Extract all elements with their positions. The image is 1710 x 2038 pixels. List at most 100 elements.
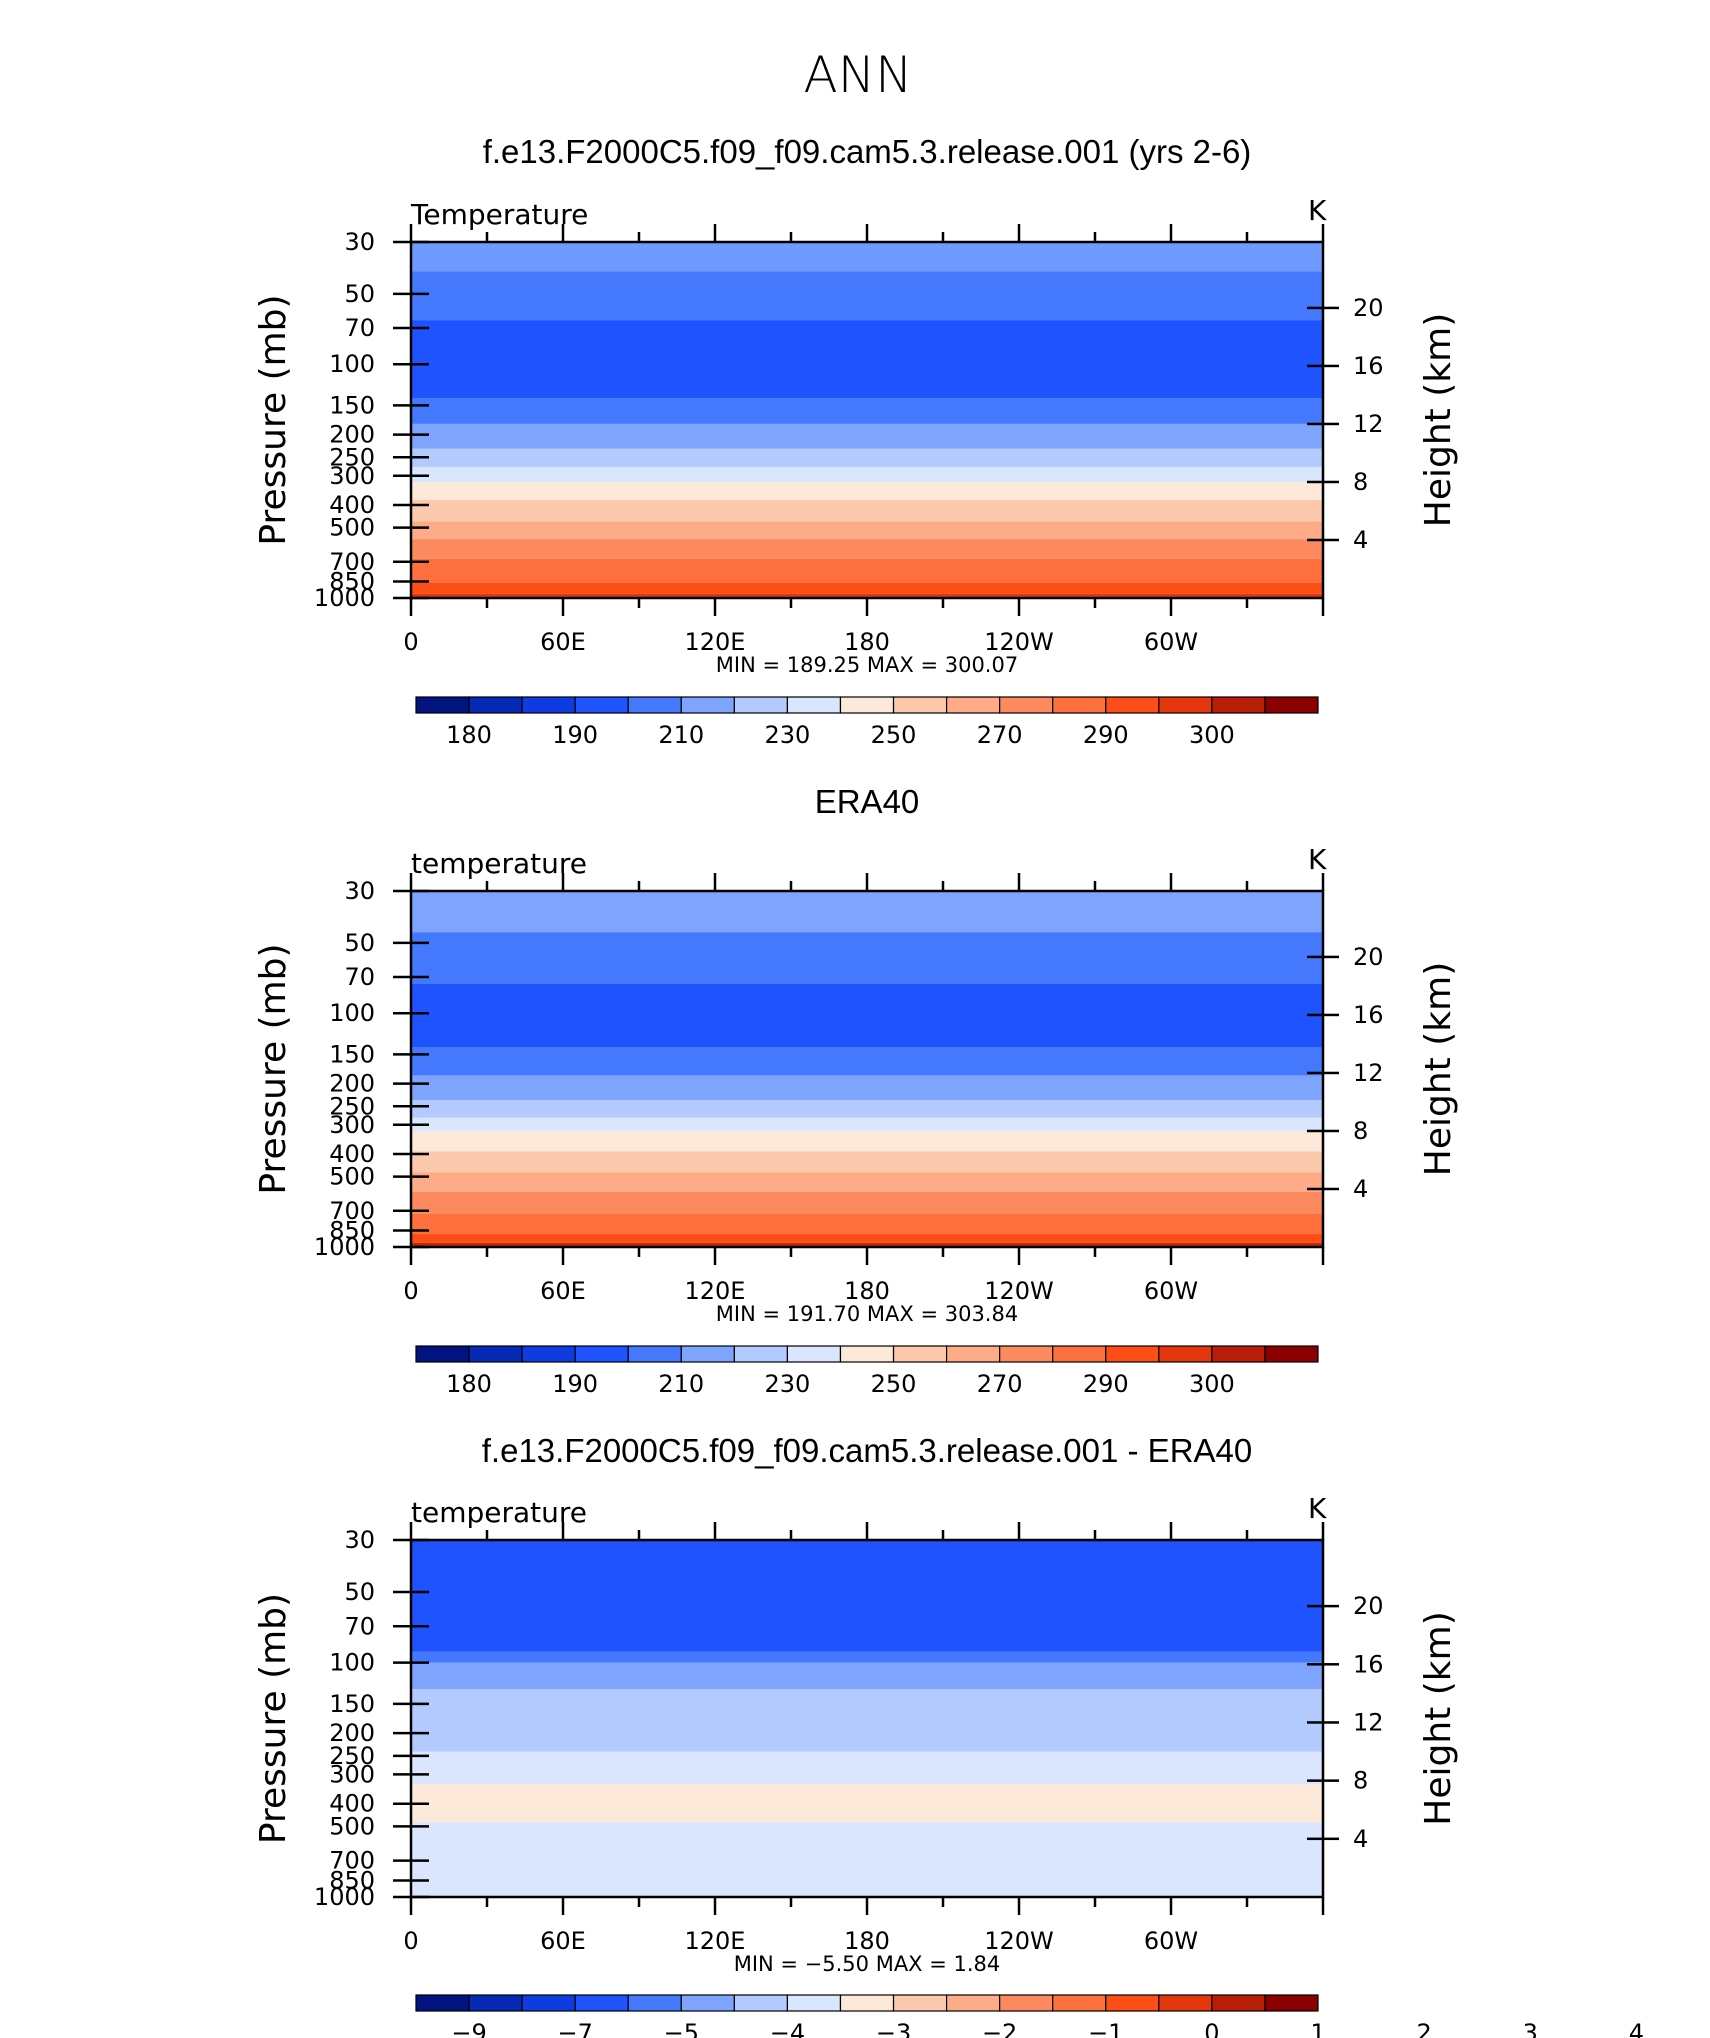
colorbar-swatch	[574, 696, 629, 714]
colorbar-swatch	[733, 1345, 789, 1363]
y2-tick-label: 8	[1353, 468, 1368, 496]
colorbar-swatch	[839, 696, 895, 714]
y-tick-label: 50	[344, 929, 375, 957]
contour-band	[411, 320, 1323, 399]
colorbar-swatch	[999, 1345, 1054, 1363]
colorbar-label: −4	[770, 2019, 805, 2038]
colorbar-label: −9	[451, 2019, 486, 2038]
y2-tick-label: 20	[1353, 294, 1384, 322]
contour-band	[411, 558, 1323, 583]
contour-band	[411, 271, 1323, 321]
y2-tick-label: 8	[1353, 1117, 1368, 1145]
y-tick-label: 250	[329, 443, 375, 471]
colorbar-swatch	[999, 1994, 1054, 2012]
x-tick-label: 180	[844, 1927, 890, 1955]
contour-band	[411, 1075, 1323, 1100]
x-tick-label: 120E	[685, 1927, 746, 1955]
contour-band	[411, 1234, 1323, 1243]
contour-band	[411, 423, 1323, 449]
contour-band	[411, 1172, 1323, 1192]
x-tick-label: 0	[403, 1277, 418, 1305]
colorbar-swatch	[892, 1345, 948, 1363]
x-tick-label: 120W	[984, 1927, 1054, 1955]
contour-band	[411, 984, 1323, 1048]
colorbar-label: −3	[876, 2019, 911, 2038]
colorbar-swatch	[415, 1345, 470, 1363]
y-tick-label: 100	[329, 350, 375, 378]
y2-axis-label: Height (km)	[1418, 1611, 1459, 1825]
contour-band	[411, 482, 1323, 500]
y2-tick-label: 4	[1353, 1825, 1368, 1853]
colorbar-swatch	[1158, 1345, 1213, 1363]
panel-title: ERA40	[815, 783, 920, 820]
colorbar-label: 3	[1523, 2019, 1538, 2038]
colorbar-label: 270	[977, 1370, 1023, 1398]
colorbar-label: −1	[1088, 2019, 1123, 2038]
colorbar-label: 210	[658, 1370, 704, 1398]
colorbar-swatch	[627, 696, 682, 714]
y-tick-label: 250	[329, 1092, 375, 1120]
contour-band	[411, 1047, 1323, 1076]
colorbar-swatch	[521, 696, 576, 714]
figure-title: ANN	[803, 46, 912, 104]
contour-band	[411, 1689, 1323, 1752]
x-tick-label: 120E	[685, 1277, 746, 1305]
y-tick-label: 100	[329, 1649, 375, 1677]
x-tick-label: 60W	[1144, 1277, 1198, 1305]
min-max-stats: MIN = −5.50 MAX = 1.84	[734, 1952, 1001, 1976]
contour-band	[411, 499, 1323, 522]
x-tick-label: 60W	[1144, 628, 1198, 656]
contour-band	[411, 1131, 1323, 1152]
y-tick-label: 400	[329, 1790, 375, 1818]
panel-1: f.e13.F2000C5.f09_f09.cam5.3.release.001…	[253, 133, 1459, 749]
y-tick-label: 30	[344, 1526, 375, 1554]
y-tick-label: 150	[329, 1040, 375, 1068]
contour-band	[411, 1751, 1323, 1785]
y2-tick-label: 4	[1353, 1175, 1368, 1203]
colorbar-swatch	[627, 1994, 682, 2012]
y-tick-label: 70	[344, 963, 375, 991]
colorbar-label: −7	[557, 2019, 592, 2038]
colorbar-label: 270	[977, 721, 1023, 749]
x-tick-label: 180	[844, 1277, 890, 1305]
colorbar-label: 1	[1310, 2019, 1325, 2038]
colorbar-swatch	[839, 1345, 895, 1363]
colorbar: −9−7−5−4−3−2−101234579	[415, 1994, 1644, 2038]
colorbar-swatch	[892, 696, 948, 714]
contour-bands	[411, 242, 1323, 598]
y2-tick-label: 16	[1353, 352, 1384, 380]
contour-band	[411, 1662, 1323, 1690]
y-tick-label: 50	[344, 1578, 375, 1606]
colorbar-label: 250	[871, 721, 917, 749]
x-tick-label: 0	[403, 1927, 418, 1955]
contour-band	[411, 539, 1323, 559]
colorbar-swatch	[786, 1994, 842, 2012]
colorbar-swatch	[521, 1345, 576, 1363]
colorbar-label: 0	[1204, 2019, 1219, 2038]
y2-tick-label: 20	[1353, 943, 1384, 971]
variable-label: temperature	[411, 1496, 587, 1529]
colorbar-swatch	[1105, 1994, 1160, 2012]
y-tick-label: 700	[329, 548, 375, 576]
colorbar-label: 180	[446, 1370, 492, 1398]
colorbar-swatch	[1264, 1994, 1319, 2012]
colorbar-label: −5	[664, 2019, 699, 2038]
colorbar-swatch	[1105, 1345, 1160, 1363]
contour-bands	[411, 1540, 1323, 1897]
colorbar-swatch	[1211, 1345, 1266, 1363]
min-max-stats: MIN = 191.70 MAX = 303.84	[716, 1302, 1018, 1326]
colorbar-swatch	[999, 696, 1054, 714]
units-label: K	[1308, 843, 1327, 876]
x-tick-label: 120W	[984, 628, 1054, 656]
colorbar-swatch	[733, 696, 789, 714]
y-axis-label: Pressure (mb)	[253, 943, 294, 1194]
y-tick-label: 200	[329, 1719, 375, 1747]
y-tick-label: 150	[329, 1690, 375, 1718]
colorbar-label: 190	[552, 721, 598, 749]
contour-band	[411, 448, 1323, 467]
colorbar-label: 250	[871, 1370, 917, 1398]
y2-tick-label: 8	[1353, 1767, 1368, 1795]
y-tick-label: 300	[329, 1111, 375, 1139]
y2-tick-label: 4	[1353, 526, 1368, 554]
